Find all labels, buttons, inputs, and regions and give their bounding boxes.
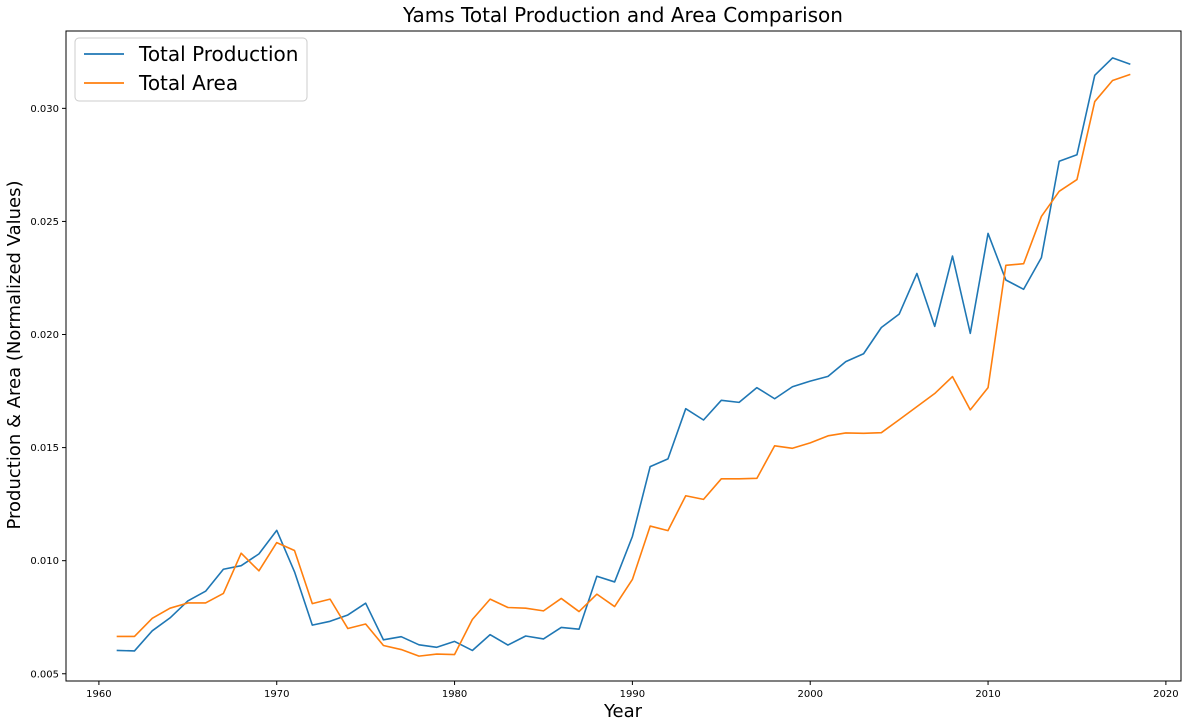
y-axis-label: Production & Area (Normalized Values) xyxy=(4,180,25,529)
series-line-total-area xyxy=(116,73,1131,657)
legend-label-total-production: Total Production xyxy=(138,42,298,66)
legend-label-total-area: Total Area xyxy=(138,71,238,95)
x-tick-label: 2000 xyxy=(797,689,822,700)
x-tick-label: 2010 xyxy=(975,689,1000,700)
x-tick-label: 1990 xyxy=(620,689,645,700)
y-tick-label: 0.005 xyxy=(30,669,59,680)
y-tick-label: 0.015 xyxy=(30,443,59,454)
y-tick-label: 0.020 xyxy=(30,330,59,341)
x-tick-label: 1960 xyxy=(86,689,111,700)
x-tick-label: 1980 xyxy=(442,689,467,700)
x-axis-label: Year xyxy=(603,701,643,722)
plot-frame xyxy=(65,30,1182,682)
y-tick-label: 0.010 xyxy=(30,556,59,567)
x-tick-label: 2020 xyxy=(1153,689,1178,700)
chart-title: Yams Total Production and Area Compariso… xyxy=(402,3,843,27)
x-tick-label: 1970 xyxy=(264,689,289,700)
legend: Total Production Total Area xyxy=(74,37,308,102)
y-tick-label: 0.030 xyxy=(30,104,59,115)
plot-area: 1960 1970 1980 1990 2000 2010 2020 0.005 0.010 0.… xyxy=(30,30,1182,700)
legend-box xyxy=(74,37,308,102)
y-tick-label: 0.025 xyxy=(30,217,59,228)
series-line-total-production xyxy=(116,57,1131,652)
